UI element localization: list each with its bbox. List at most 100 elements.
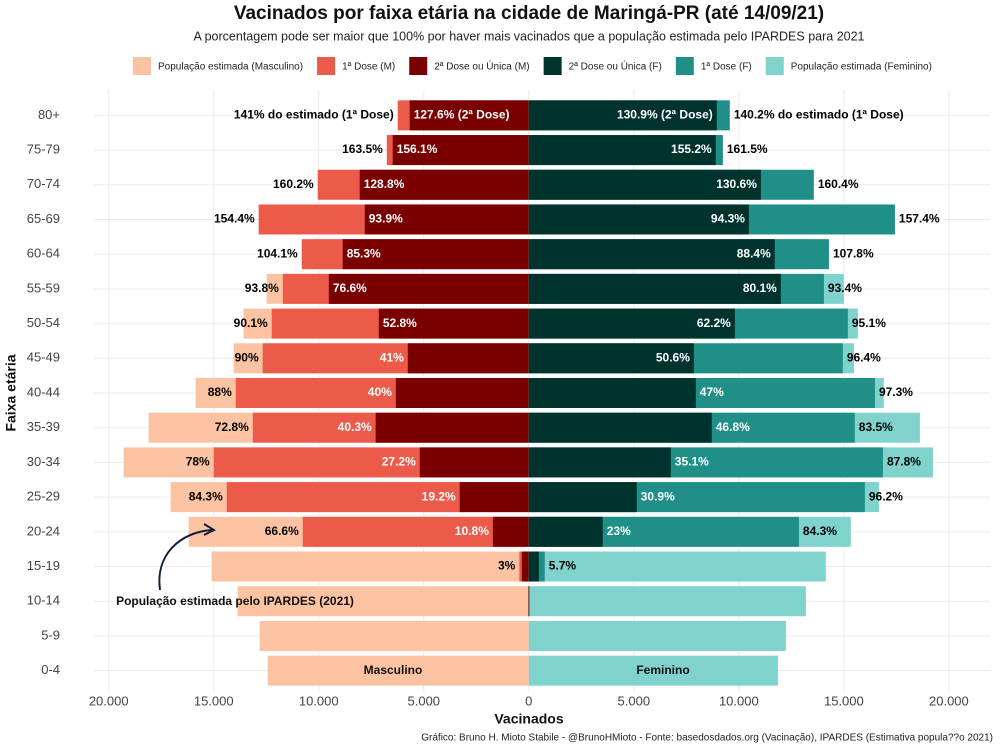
legend-swatch [409, 57, 428, 75]
bar [528, 482, 637, 513]
data-labels: 141% do estimado (1ª Dose) 163.5% 160.2% 15… [186, 108, 940, 573]
legend-label: 2ª Dose ou Única (F) [569, 60, 662, 73]
bar [528, 308, 735, 339]
bar [407, 343, 529, 374]
data-label: 66.6% [265, 524, 299, 538]
y-tick-label: 30-34 [27, 454, 60, 469]
data-label: 83.5% [859, 420, 893, 434]
y-tick-label: 50-54 [27, 315, 60, 330]
data-label: 35.1% [675, 455, 709, 469]
bar [359, 169, 529, 200]
bar [364, 204, 529, 235]
bar [528, 551, 826, 582]
annotation: Feminino [636, 663, 689, 677]
bar [375, 412, 529, 443]
y-tick-label: 10-14 [27, 593, 60, 608]
annotation-arrowhead [203, 523, 217, 536]
legend-swatch [543, 57, 562, 75]
y-tick-label: 25-29 [27, 489, 60, 504]
data-label: 96.2% [869, 489, 903, 503]
legend-swatch [133, 57, 151, 75]
data-label: 40% [368, 385, 392, 399]
data-label: 97.3% [879, 385, 913, 399]
caption: Gráfico: Bruno H. Mioto Stabile - @Bruno… [421, 733, 993, 744]
bar [459, 482, 529, 513]
bar [395, 378, 529, 408]
legend-label: População estimada (Masculino) [158, 62, 303, 73]
data-label: 10.8% [455, 524, 489, 538]
data-label: 161.5% [727, 142, 768, 156]
data-label: 88% [208, 385, 232, 399]
y-tick-label: 0-4 [41, 662, 60, 677]
y-tick-label: 20-24 [27, 523, 60, 538]
annotation: Masculino [364, 663, 423, 677]
data-label: 163.5% [342, 142, 383, 156]
x-tick-label: 20.000 [929, 693, 969, 708]
bar [528, 620, 786, 651]
data-label: 46.8% [716, 420, 750, 434]
bar [528, 447, 671, 478]
bar [328, 273, 529, 304]
bar [528, 239, 775, 270]
legend: População estimada (Masculino) 1ª Dose (M… [133, 57, 932, 75]
legend-swatch [675, 57, 694, 75]
x-tick-label: 10.000 [299, 693, 339, 708]
bar [528, 169, 761, 200]
x-tick-label: 0 [525, 693, 532, 708]
data-label: 85.3% [347, 246, 381, 260]
y-tick-label: 40-44 [27, 384, 60, 399]
data-label: 95.1% [852, 316, 886, 330]
y-axis-label: Faixa etária [3, 354, 19, 431]
data-label: 141% do estimado (1ª Dose) [234, 108, 394, 122]
chart-title: Vacinados por faixa etária na cidade de … [234, 3, 824, 24]
y-tick-label: 45-49 [27, 350, 60, 365]
bar [237, 586, 529, 617]
y-tick-label: 15-19 [27, 558, 60, 573]
bar [392, 135, 529, 166]
legend-swatch [317, 57, 336, 75]
y-tick-label: 75-79 [27, 141, 60, 156]
data-label: 157.4% [899, 212, 940, 226]
data-label: 40.3% [338, 420, 372, 434]
y-tick-label: 5-9 [41, 627, 60, 642]
bar [528, 586, 806, 617]
data-label: 23% [607, 524, 631, 538]
bar [492, 516, 529, 547]
bar [259, 620, 529, 651]
data-label: 27.2% [382, 455, 416, 469]
bar [521, 551, 529, 582]
data-label: 93.9% [369, 212, 403, 226]
y-tick-label: 55-59 [27, 280, 60, 295]
data-label: 160.4% [818, 177, 859, 191]
data-label: 128.8% [364, 177, 405, 191]
y-tick-label: 35-39 [27, 419, 60, 434]
bar [528, 273, 781, 304]
annotation-arrow [158, 529, 213, 591]
bar [267, 655, 529, 686]
data-label: 87.8% [887, 455, 921, 469]
data-label: 93.4% [828, 281, 862, 295]
data-label: 47% [700, 385, 724, 399]
bar [419, 447, 529, 478]
data-label: 50.6% [656, 350, 690, 364]
bar [342, 239, 529, 270]
x-tick-label: 15.000 [824, 693, 864, 708]
y-tick-label: 65-69 [27, 211, 60, 226]
data-label: 72.8% [215, 420, 249, 434]
bar [528, 204, 749, 235]
x-axis-label: Vacinados [494, 711, 563, 727]
bars [123, 100, 933, 686]
bar [378, 308, 529, 339]
data-label: 78% [186, 455, 210, 469]
legend-label: 1ª Dose (F) [701, 62, 752, 73]
data-label: 156.1% [397, 142, 438, 156]
bar [528, 343, 694, 374]
x-tick-label: 15.000 [194, 693, 234, 708]
data-label: 127.6% (2ª Dose) [414, 108, 510, 122]
y-tick-label: 70-74 [27, 176, 60, 191]
data-label: 90% [235, 350, 259, 364]
data-label: 93.8% [245, 281, 279, 295]
data-label: 140.2% do estimado (1ª Dose) [734, 108, 904, 122]
data-label: 107.8% [833, 246, 874, 260]
y-tick-label: 60-64 [27, 246, 60, 261]
